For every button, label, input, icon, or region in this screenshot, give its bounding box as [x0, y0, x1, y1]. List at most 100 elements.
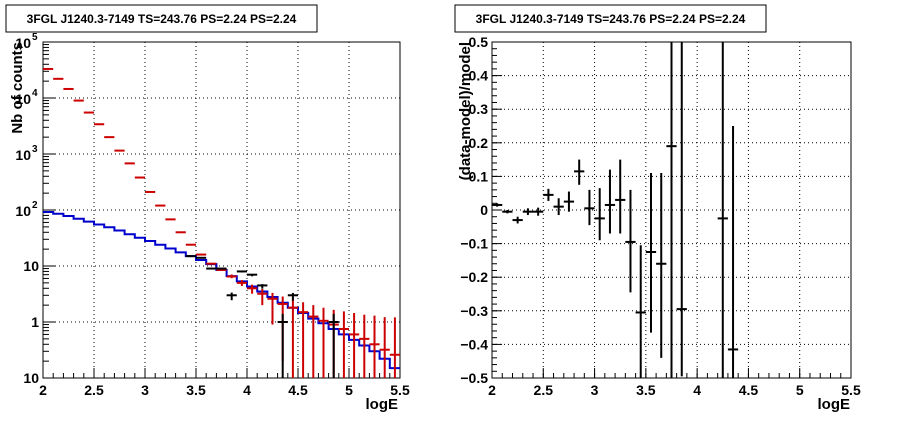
model-counts-errorbars — [43, 67, 400, 378]
residual-point — [563, 191, 575, 212]
counts-title: 3FGL J1240.3-7149 TS=243.76 PS=2.24 PS=2… — [27, 12, 297, 26]
model-point — [267, 292, 278, 325]
counts-title-box — [5, 4, 318, 33]
y-tick-label: 0.2 — [469, 135, 489, 151]
residual-point — [574, 159, 585, 185]
x-tick-label: 5.5 — [390, 382, 410, 398]
y-tick-label: 0.5 — [469, 34, 489, 50]
residuals-x-tick-labels: 2 2.5 3 3.5 4 4.5 5 5.5 — [488, 382, 861, 398]
residual-point — [645, 173, 657, 333]
y-tick-label: 10 — [23, 370, 39, 386]
counts-grid — [43, 42, 400, 378]
residual-point — [676, 42, 687, 377]
model-point — [236, 280, 247, 286]
residuals-y-tick-labels: −0.5 −0.4 −0.3 −0.2 −0.1 0 0.1 0.2 0.3 0.4 0.5 — [460, 34, 488, 386]
data-point — [287, 292, 298, 301]
data-point — [277, 313, 288, 378]
x-tick-label: 3.5 — [636, 382, 656, 398]
y-tick-label: 10 — [15, 91, 31, 107]
residuals-grid — [492, 42, 851, 378]
model-point — [338, 311, 349, 378]
data-counts-errorbars — [185, 255, 339, 378]
data-point — [247, 273, 258, 277]
x-tick-label: 2 — [488, 382, 496, 398]
y-tick-exponent: 3 — [32, 144, 38, 155]
y-tick-label: −0.4 — [460, 336, 488, 352]
residuals-title: 3FGL J1240.3-7149 TS=243.76 PS=2.24 PS=2… — [476, 12, 746, 26]
residual-point — [717, 42, 728, 378]
data-point — [328, 313, 339, 378]
counts-panel: 3FGL J1240.3-7149 TS=243.76 PS=2.24 PS=2… — [5, 4, 410, 413]
model-point — [206, 262, 217, 265]
residuals-y-axis-label: (data-model)/model — [457, 42, 474, 180]
model-point — [247, 284, 258, 294]
y-tick-exponent: 5 — [32, 32, 38, 43]
x-tick-label: 3.5 — [186, 382, 206, 398]
residuals-errorbars — [492, 42, 739, 378]
model-total-step-line — [43, 211, 400, 370]
data-point — [257, 284, 268, 289]
y-tick-label: 0.4 — [469, 68, 489, 84]
data-point — [216, 267, 227, 270]
residuals-x-axis-label: logE — [818, 396, 851, 413]
x-tick-label: 3 — [141, 382, 149, 398]
model-point — [318, 307, 329, 378]
residual-point — [512, 216, 523, 224]
x-tick-label: 2 — [39, 382, 47, 398]
residual-point — [584, 189, 595, 226]
model-point — [308, 305, 319, 378]
residual-point — [543, 188, 554, 201]
y-tick-label: −0.1 — [460, 236, 488, 252]
data-point — [226, 292, 237, 301]
counts-y-axis-label: Nb of counts — [9, 42, 26, 134]
counts-plot-frame — [42, 41, 401, 379]
y-tick-label: −0.5 — [460, 370, 488, 386]
residuals-panel: 3FGL J1240.3-7149 TS=243.76 PS=2.24 PS=2… — [454, 4, 861, 413]
x-tick-label: 5.5 — [841, 382, 861, 398]
residual-point — [533, 207, 544, 216]
residual-point — [727, 126, 739, 378]
residuals-ticks — [491, 41, 852, 379]
counts-ticks — [42, 41, 401, 379]
y-tick-label: 10 — [15, 147, 31, 163]
data-point — [236, 270, 247, 273]
x-tick-label: 4 — [243, 382, 251, 398]
y-tick-exponent: 2 — [32, 200, 38, 211]
residual-point — [656, 173, 667, 358]
model-point — [226, 274, 237, 279]
residual-point — [604, 169, 616, 234]
model-point — [298, 302, 309, 378]
residual-point — [594, 188, 605, 241]
model-point — [359, 314, 370, 378]
x-tick-label: 4.5 — [288, 382, 308, 398]
x-tick-label: 2.5 — [84, 382, 104, 398]
x-tick-label: 3 — [591, 382, 599, 398]
y-tick-label: 10 — [15, 35, 31, 51]
y-tick-label: 10 — [15, 203, 31, 219]
y-tick-label: −0.2 — [460, 269, 488, 285]
model-point — [379, 317, 390, 378]
model-total-step-path — [43, 211, 400, 370]
residual-point — [666, 42, 677, 378]
model-point — [349, 312, 360, 378]
y-tick-label: 0 — [480, 202, 488, 218]
counts-x-axis-label: logE — [366, 396, 399, 413]
x-tick-label: 5 — [796, 382, 804, 398]
y-tick-label: −0.3 — [460, 303, 488, 319]
data-point — [196, 256, 207, 259]
residuals-title-box — [454, 4, 767, 33]
model-point — [389, 317, 400, 378]
x-tick-label: 2.5 — [534, 382, 554, 398]
y-tick-label: 10 — [23, 258, 39, 274]
residual-point — [615, 159, 626, 234]
y-tick-label: 0.3 — [469, 101, 489, 117]
x-tick-label: 4.5 — [739, 382, 759, 398]
counts-x-tick-labels: 2 2.5 3 3.5 4 4.5 5 5.5 — [39, 382, 410, 398]
y-tick-exponent: 4 — [32, 88, 38, 99]
model-point — [287, 299, 298, 378]
residual-point — [625, 189, 636, 293]
data-point — [206, 267, 217, 270]
residual-point — [522, 208, 534, 216]
